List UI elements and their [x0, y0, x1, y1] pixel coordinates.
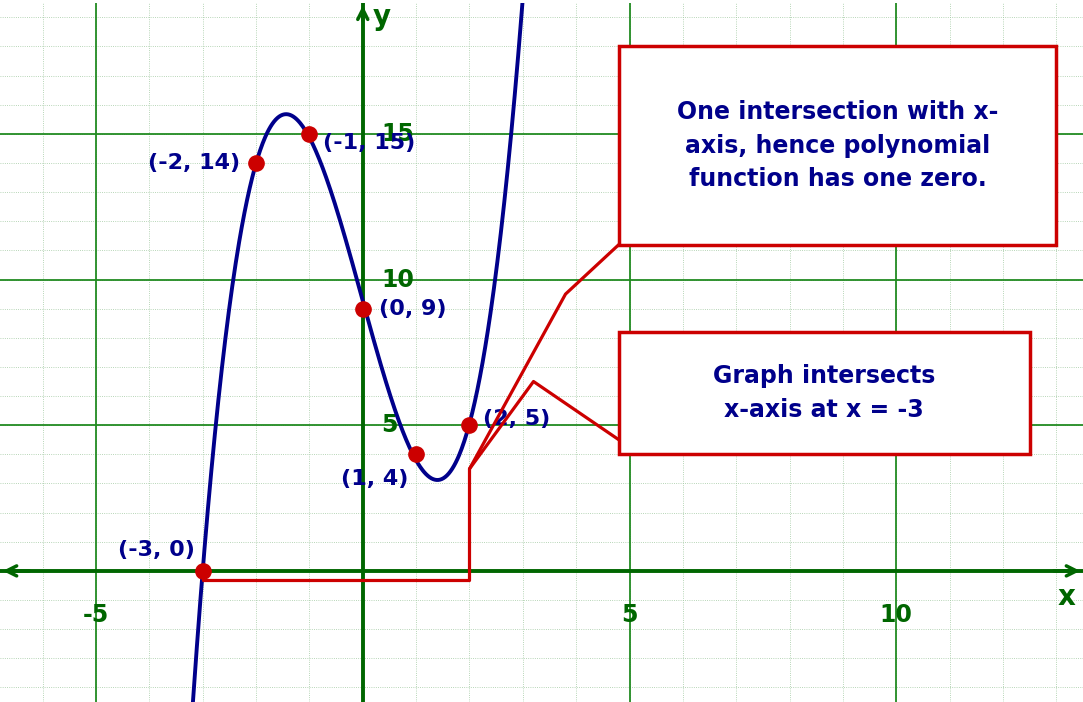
Text: 5: 5 — [381, 413, 397, 437]
Polygon shape — [618, 46, 1056, 244]
Text: 5: 5 — [622, 603, 638, 627]
Text: -5: -5 — [83, 603, 109, 627]
Text: 10: 10 — [381, 267, 415, 291]
Polygon shape — [618, 332, 1030, 454]
Text: (0, 9): (0, 9) — [379, 298, 446, 319]
Text: x: x — [1058, 583, 1075, 611]
Text: Graph intersects
x-axis at x = -3: Graph intersects x-axis at x = -3 — [713, 364, 936, 422]
Text: 15: 15 — [381, 122, 415, 146]
Text: (-3, 0): (-3, 0) — [118, 541, 195, 560]
Text: One intersection with x-
axis, hence polynomial
function has one zero.: One intersection with x- axis, hence pol… — [677, 100, 999, 191]
Text: (-1, 15): (-1, 15) — [323, 133, 415, 152]
Text: 10: 10 — [879, 603, 913, 627]
Text: y: y — [373, 4, 391, 32]
Text: (2, 5): (2, 5) — [483, 409, 550, 430]
Text: (1, 4): (1, 4) — [341, 469, 408, 489]
Text: (-2, 14): (-2, 14) — [148, 153, 240, 173]
